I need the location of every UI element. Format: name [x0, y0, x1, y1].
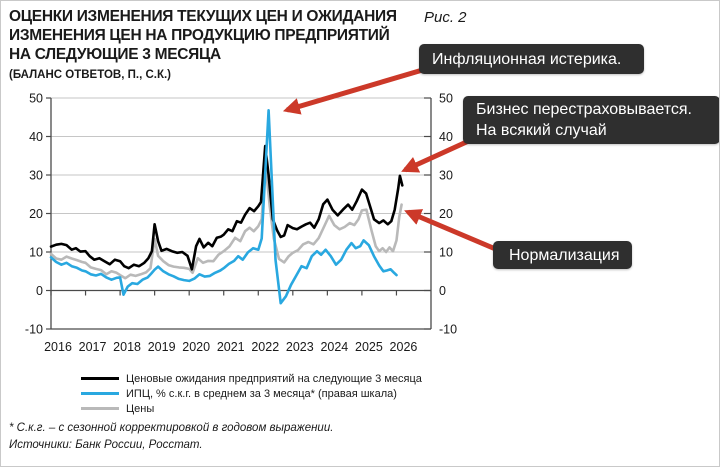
svg-text:20: 20 — [439, 207, 453, 221]
chart-subtitle: (БАЛАНС ОТВЕТОВ, П., С.К.) — [9, 69, 171, 81]
sources-line: Источники: Банк России, Росстат. — [9, 439, 203, 451]
chart-legend: Ценовые ожидания предприятий на следующи… — [81, 371, 422, 416]
svg-text:2023: 2023 — [286, 340, 314, 354]
chart-title-line-1: ОЦЕНКИ ИЗМЕНЕНИЯ ТЕКУЩИХ ЦЕН И ОЖИДАНИЯ — [9, 8, 397, 25]
svg-text:2025: 2025 — [355, 340, 383, 354]
svg-text:2022: 2022 — [251, 340, 279, 354]
cpi-line-swatch — [81, 392, 119, 395]
legend-item-prices: Цены — [81, 401, 422, 416]
legend-label: ИПЦ, % с.к.г. в среднем за 3 месяца* (пр… — [126, 387, 397, 400]
legend-item-cpi: ИПЦ, % с.к.г. в среднем за 3 месяца* (пр… — [81, 386, 422, 401]
footnote: * С.к.г. – с сезонной корректировкой в г… — [9, 422, 334, 434]
annotation-text-line-1: Бизнес перестраховывается. — [476, 101, 692, 118]
chart-title-line-2: ИЗМЕНЕНИЯ ЦЕН НА ПРОДУКЦИЮ ПРЕДПРИЯТИЙ — [9, 27, 390, 44]
svg-text:2016: 2016 — [44, 340, 72, 354]
annotation-business-overinsuring: Бизнес перестраховывается. На всякий слу… — [463, 96, 719, 144]
svg-text:40: 40 — [29, 130, 43, 144]
svg-text:-10: -10 — [439, 323, 457, 337]
svg-text:0: 0 — [36, 284, 43, 298]
chart-title: ОЦЕНКИ ИЗМЕНЕНИЯ ТЕКУЩИХ ЦЕН И ОЖИДАНИЯ … — [9, 7, 397, 64]
annotation-text: Инфляционная истерика. — [432, 50, 622, 68]
figure-number-label: Рис. 2 — [424, 9, 467, 26]
legend-label: Цены — [126, 402, 155, 415]
svg-text:20: 20 — [29, 207, 43, 221]
svg-text:2026: 2026 — [390, 340, 418, 354]
legend-label: Ценовые ожидания предприятий на следующи… — [126, 372, 422, 385]
svg-text:2021: 2021 — [217, 340, 245, 354]
svg-text:50: 50 — [439, 92, 453, 106]
svg-text:-10: -10 — [25, 323, 43, 337]
svg-text:0: 0 — [439, 284, 446, 298]
svg-text:10: 10 — [29, 246, 43, 260]
svg-text:2017: 2017 — [79, 340, 107, 354]
svg-text:30: 30 — [29, 169, 43, 183]
svg-text:10: 10 — [439, 246, 453, 260]
chart-title-line-3: НА СЛЕДУЮЩИЕ 3 МЕСЯЦА — [9, 46, 221, 63]
svg-text:2019: 2019 — [148, 340, 176, 354]
annotation-text-line-2: На всякий случай — [476, 122, 607, 139]
svg-text:2018: 2018 — [113, 340, 141, 354]
svg-text:30: 30 — [439, 169, 453, 183]
legend-item-expectations: Ценовые ожидания предприятий на следующи… — [81, 371, 422, 386]
annotation-normalization: Нормализация — [493, 241, 632, 269]
expectations-line-swatch — [81, 377, 119, 380]
annotation-text: Нормализация — [509, 246, 620, 264]
annotation-inflation-hysteria: Инфляционная истерика. — [419, 44, 644, 74]
svg-text:2024: 2024 — [320, 340, 348, 354]
svg-text:40: 40 — [439, 130, 453, 144]
svg-text:2020: 2020 — [182, 340, 210, 354]
prices-line-swatch — [81, 407, 119, 410]
svg-text:50: 50 — [29, 92, 43, 106]
